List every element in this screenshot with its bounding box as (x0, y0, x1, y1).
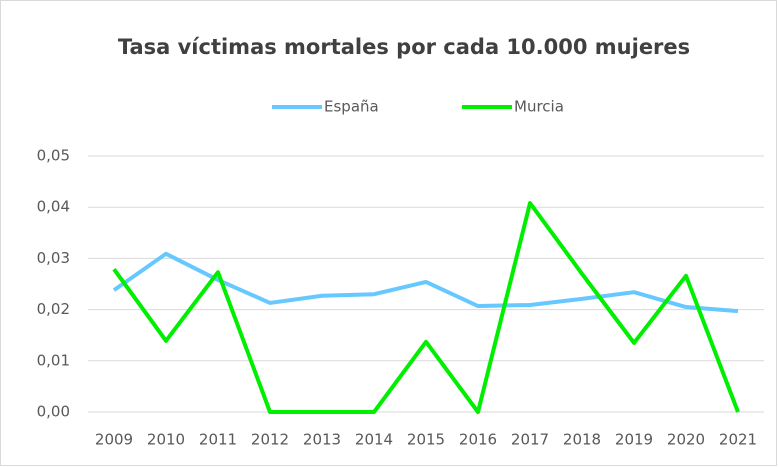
legend-label: Murcia (514, 98, 564, 116)
x-tick-label: 2020 (667, 431, 705, 449)
x-tick-label: 2012 (251, 431, 289, 449)
x-tick-label: 2021 (719, 431, 757, 449)
chart-title: Tasa víctimas mortales por cada 10.000 m… (118, 35, 690, 59)
data-line (112, 251, 739, 314)
x-tick-label: 2017 (511, 431, 549, 449)
x-tick-label: 2014 (355, 431, 393, 449)
x-tick-label: 2013 (303, 431, 341, 449)
data-line (112, 201, 740, 414)
legend-label: España (324, 98, 379, 116)
y-tick-label: 0,00 (37, 403, 70, 421)
y-tick-label: 0,02 (37, 300, 70, 318)
x-tick-label: 2019 (615, 431, 653, 449)
x-tick-label: 2011 (199, 431, 237, 449)
y-tick-label: 0,04 (37, 198, 70, 216)
x-tick-label: 2018 (563, 431, 601, 449)
x-tick-label: 2009 (95, 431, 133, 449)
x-tick-label: 2015 (407, 431, 445, 449)
y-tick-label: 0,03 (37, 249, 70, 267)
x-tick-label: 2016 (459, 431, 497, 449)
y-tick-label: 0,01 (37, 351, 70, 369)
y-tick-label: 0,05 (37, 147, 70, 165)
x-tick-label: 2010 (147, 431, 185, 449)
